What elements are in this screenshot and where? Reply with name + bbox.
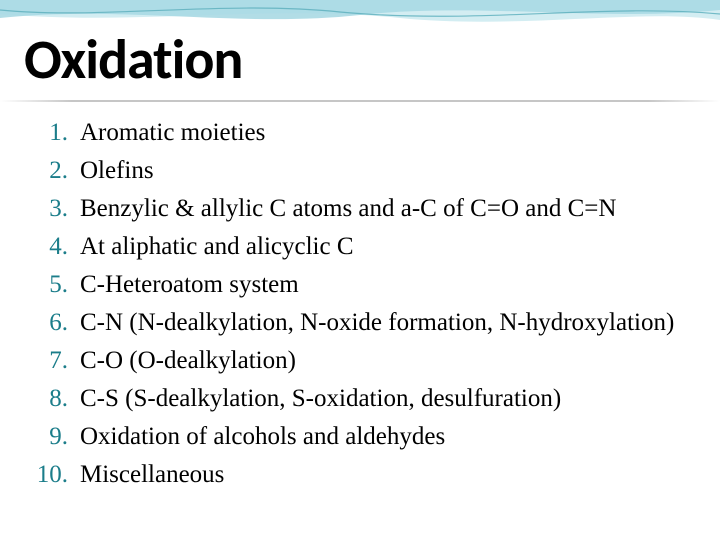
- list-marker: 9.: [36, 420, 80, 453]
- list-item: 10. Miscellaneous: [36, 458, 690, 491]
- list-text: C-S (S-dealkylation, S-oxidation, desulf…: [80, 382, 690, 415]
- list-item: 1. Aromatic moieties: [36, 116, 690, 149]
- list-text: Oxidation of alcohols and aldehydes: [80, 420, 690, 453]
- slide-container: Oxidation 1. Aromatic moieties 2. Olefin…: [0, 0, 720, 540]
- list-item: 4. At aliphatic and alicyclic C: [36, 230, 690, 263]
- list-marker: 4.: [36, 230, 80, 263]
- list-text: Olefins: [80, 154, 690, 187]
- list-marker: 7.: [36, 344, 80, 377]
- list-item: 6. C-N (N-dealkylation, N-oxide formatio…: [36, 306, 690, 339]
- list-item: 5. C-Heteroatom system: [36, 268, 690, 301]
- list-text: C-Heteroatom system: [80, 268, 690, 301]
- list-item: 2. Olefins: [36, 154, 690, 187]
- numbered-list: 1. Aromatic moieties 2. Olefins 3. Benzy…: [36, 116, 690, 496]
- list-text: C-O (O-dealkylation): [80, 344, 690, 377]
- list-marker: 1.: [36, 116, 80, 149]
- slide-title: Oxidation: [24, 26, 242, 94]
- list-item: 7. C-O (O-dealkylation): [36, 344, 690, 377]
- list-text: At aliphatic and alicyclic C: [80, 230, 690, 263]
- list-item: 9. Oxidation of alcohols and aldehydes: [36, 420, 690, 453]
- list-text: Aromatic moieties: [80, 116, 690, 149]
- title-underline: [0, 100, 720, 102]
- list-marker: 8.: [36, 382, 80, 415]
- list-item: 8. C-S (S-dealkylation, S-oxidation, des…: [36, 382, 690, 415]
- list-text: C-N (N-dealkylation, N-oxide formation, …: [80, 306, 690, 339]
- list-text: Benzylic & allylic C atoms and a-C of C=…: [80, 192, 690, 225]
- list-marker: 3.: [36, 192, 80, 225]
- list-text: Miscellaneous: [80, 458, 690, 491]
- list-marker: 10.: [36, 458, 80, 491]
- list-item: 3. Benzylic & allylic C atoms and a-C of…: [36, 192, 690, 225]
- list-marker: 2.: [36, 154, 80, 187]
- list-marker: 5.: [36, 268, 80, 301]
- list-marker: 6.: [36, 306, 80, 339]
